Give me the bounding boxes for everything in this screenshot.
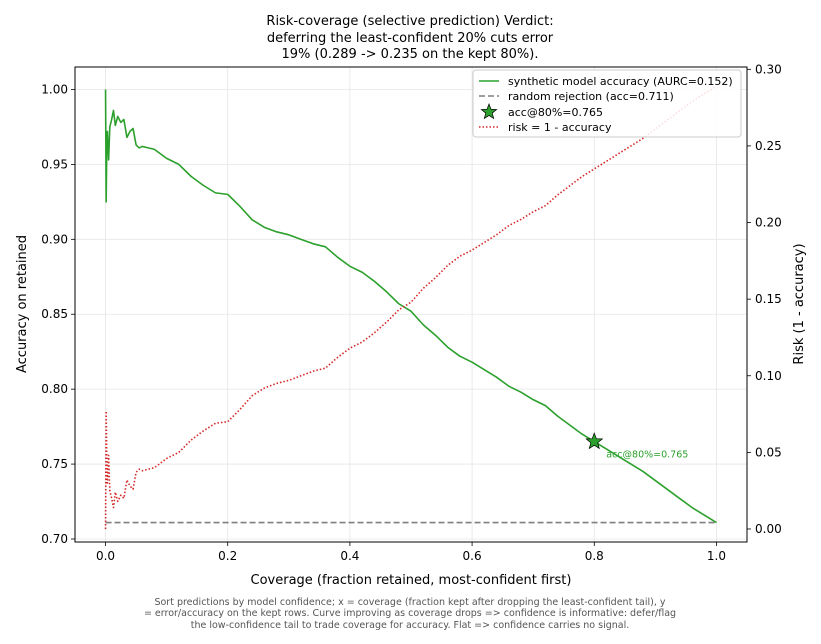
acc80-star-marker [585, 432, 604, 450]
x-tick-label: 0.2 [218, 549, 237, 563]
y-tick-label: 0.80 [41, 382, 68, 396]
title-line-2: deferring the least-confident 20% cuts e… [267, 31, 554, 46]
x-axis-label: Coverage (fraction retained, most-confid… [251, 573, 572, 588]
x-tick-label: 0.4 [340, 549, 359, 563]
title-line-1: Risk-coverage (selective prediction) Ver… [266, 14, 553, 29]
footnote-line-2: = error/accuracy on the kept rows. Curve… [144, 608, 676, 619]
axis-ticks: 0.0 0.2 0.4 0.6 0.8 1.0 0.70 0.75 0.80 0.85 0.90 0.… [41, 62, 781, 563]
grid [75, 67, 747, 542]
legend-label-risk: risk = 1 - accuracy [508, 121, 612, 134]
y-right-tick-label: 0.10 [755, 369, 782, 383]
y-right-tick-label: 0.15 [755, 292, 782, 306]
footnote-line-3: the low-confidence tail to trade coverag… [191, 620, 630, 631]
acc80-annotation: acc@80%=0.765 [606, 450, 688, 461]
legend-label-random: random rejection (acc=0.711) [508, 90, 674, 103]
title-line-3: 19% (0.289 -> 0.235 on the kept 80%). [282, 47, 539, 62]
y-right-tick-label: 0.20 [755, 216, 782, 230]
footnote-line-1: Sort predictions by model confidence; x … [154, 597, 665, 608]
y-right-tick-label: 0.25 [755, 139, 782, 153]
chart-title: Risk-coverage (selective prediction) Ver… [266, 14, 553, 62]
legend: synthetic model accuracy (AURC=0.152) ra… [472, 69, 742, 138]
y-tick-label: 0.75 [41, 457, 68, 471]
y-tick-label: 0.70 [41, 532, 68, 546]
legend-box [472, 69, 742, 138]
y-right-tick-label: 0.05 [755, 445, 782, 459]
footnote: Sort predictions by model confidence; x … [144, 597, 676, 631]
y-tick-label: 0.90 [41, 232, 68, 246]
y-tick-label: 1.00 [41, 82, 68, 96]
x-tick-label: 0.8 [585, 549, 604, 563]
x-tick-label: 0.0 [96, 549, 115, 563]
x-tick-label: 0.6 [463, 549, 482, 563]
risk-line [104, 85, 717, 529]
y-tick-label: 0.95 [41, 157, 68, 171]
y-axis-label: Accuracy on retained [15, 235, 30, 373]
y-axis-label-right: Risk (1 - accuracy) [792, 243, 807, 364]
x-tick-label: 1.0 [707, 549, 726, 563]
accuracy-line [104, 89, 717, 524]
y-right-tick-label: 0.00 [755, 522, 782, 536]
legend-label-accuracy: synthetic model accuracy (AURC=0.152) [508, 75, 733, 88]
plot-frame [74, 66, 748, 543]
y-right-tick-label: 0.30 [755, 62, 782, 76]
legend-swatch-star [480, 103, 498, 120]
y-tick-label: 0.85 [41, 307, 68, 321]
plot-series: acc@80%=0.765 [104, 85, 717, 529]
legend-label-star: acc@80%=0.765 [508, 106, 603, 119]
